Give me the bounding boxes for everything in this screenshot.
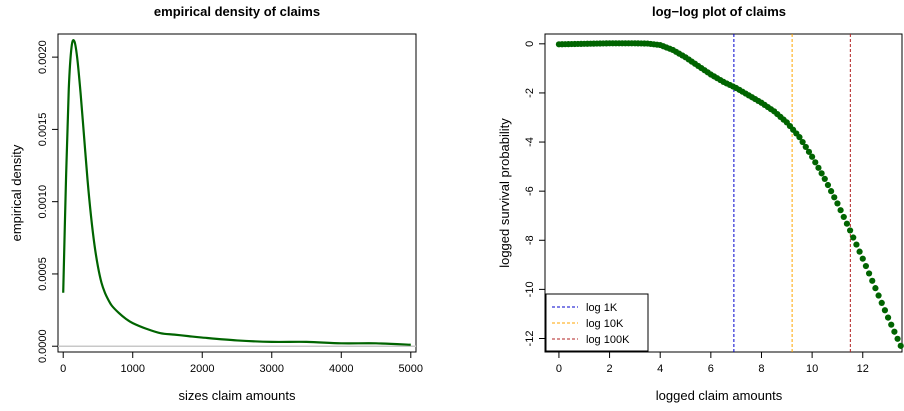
loglog-x-tick-label: 10 [806, 363, 818, 375]
density-x-tick-label: 4000 [329, 363, 353, 375]
loglog-data-point [819, 170, 825, 176]
loglog-x-tick-label: 12 [857, 363, 869, 375]
loglog-data-point [860, 256, 866, 262]
loglog-data-point [898, 343, 904, 349]
loglog-data-point [838, 207, 844, 213]
loglog-data-point [809, 154, 815, 160]
loglog-data-point [815, 165, 821, 171]
density-chart-title: empirical density of claims [154, 4, 320, 19]
loglog-data-point [828, 188, 834, 194]
loglog-y-tick-label: -10 [524, 281, 536, 297]
loglog-x-tick-label: 6 [708, 363, 714, 375]
loglog-data-point [831, 194, 837, 200]
loglog-x-axis-label: logged claim amounts [656, 388, 783, 403]
loglog-y-axis-label: logged survival probability [497, 118, 512, 268]
density-y-tick-label: 0.0005 [37, 257, 49, 291]
loglog-y-tick-label: -12 [524, 331, 536, 347]
loglog-data-point [891, 329, 897, 335]
density-y-axis-label: empirical density [9, 144, 24, 241]
loglog-y-tick-label: -6 [524, 186, 536, 196]
loglog-data-point [882, 307, 888, 313]
density-x-tick-label: 1000 [120, 363, 144, 375]
density-panel: empirical density of claims sizes claim … [9, 4, 423, 403]
loglog-data-point [894, 336, 900, 342]
loglog-data-point [850, 234, 856, 240]
loglog-data-point [844, 221, 850, 227]
loglog-legend-label: log 1K [586, 302, 618, 314]
loglog-data-point [853, 241, 859, 247]
loglog-data-point [872, 285, 878, 291]
loglog-data-point [888, 322, 894, 328]
density-y-ticks: 0.0000 0.0005 0.0010 0.0015 0.0020 [37, 40, 58, 363]
loglog-data-point [834, 200, 840, 206]
density-x-tick-label: 2000 [190, 363, 214, 375]
loglog-y-tick-label: 0 [524, 41, 536, 47]
loglog-x-tick-label: 4 [657, 363, 663, 375]
loglog-legend-label: log 100K [586, 334, 630, 346]
density-x-tick-label: 3000 [260, 363, 284, 375]
loglog-legend-label: log 10K [586, 318, 624, 330]
loglog-data-point [812, 159, 818, 165]
loglog-data-point [841, 214, 847, 220]
density-x-ticks: 0 1000 2000 3000 4000 5000 [60, 352, 423, 375]
density-y-tick-label: 0.0020 [37, 40, 49, 74]
loglog-x-tick-label: 8 [758, 363, 764, 375]
density-y-tick-label: 0.0010 [37, 185, 49, 219]
loglog-y-ticks: 0 -2 -4 -6 -8 -10 -12 [524, 41, 545, 347]
loglog-data-point [885, 315, 891, 321]
loglog-data-point [825, 182, 831, 188]
density-curve [63, 40, 411, 345]
loglog-x-tick-label: 0 [556, 363, 562, 375]
density-x-axis-label: sizes claim amounts [178, 388, 296, 403]
density-y-tick-label: 0.0000 [37, 329, 49, 363]
density-x-tick-label: 5000 [399, 363, 423, 375]
loglog-data-point [847, 227, 853, 233]
loglog-y-tick-label: -2 [524, 88, 536, 98]
density-y-tick-label: 0.0015 [37, 113, 49, 147]
loglog-legend: log 1K log 10K log 100K [546, 294, 648, 351]
density-plot-area [58, 40, 416, 346]
loglog-panel: log−log plot of claims logged claim amou… [497, 4, 904, 403]
loglog-data-point [875, 292, 881, 298]
loglog-y-tick-label: -4 [524, 137, 536, 147]
loglog-data-point [822, 176, 828, 182]
loglog-data-point [866, 270, 872, 276]
loglog-data-point [863, 263, 869, 269]
loglog-data-point [879, 300, 885, 306]
loglog-x-ticks: 0 2 4 6 8 10 12 [556, 352, 869, 375]
density-x-tick-label: 0 [60, 363, 66, 375]
loglog-chart-title: log−log plot of claims [652, 4, 786, 19]
loglog-data-point [856, 249, 862, 255]
loglog-y-tick-label: -8 [524, 235, 536, 245]
loglog-data-point [869, 278, 875, 284]
loglog-x-tick-label: 2 [607, 363, 613, 375]
